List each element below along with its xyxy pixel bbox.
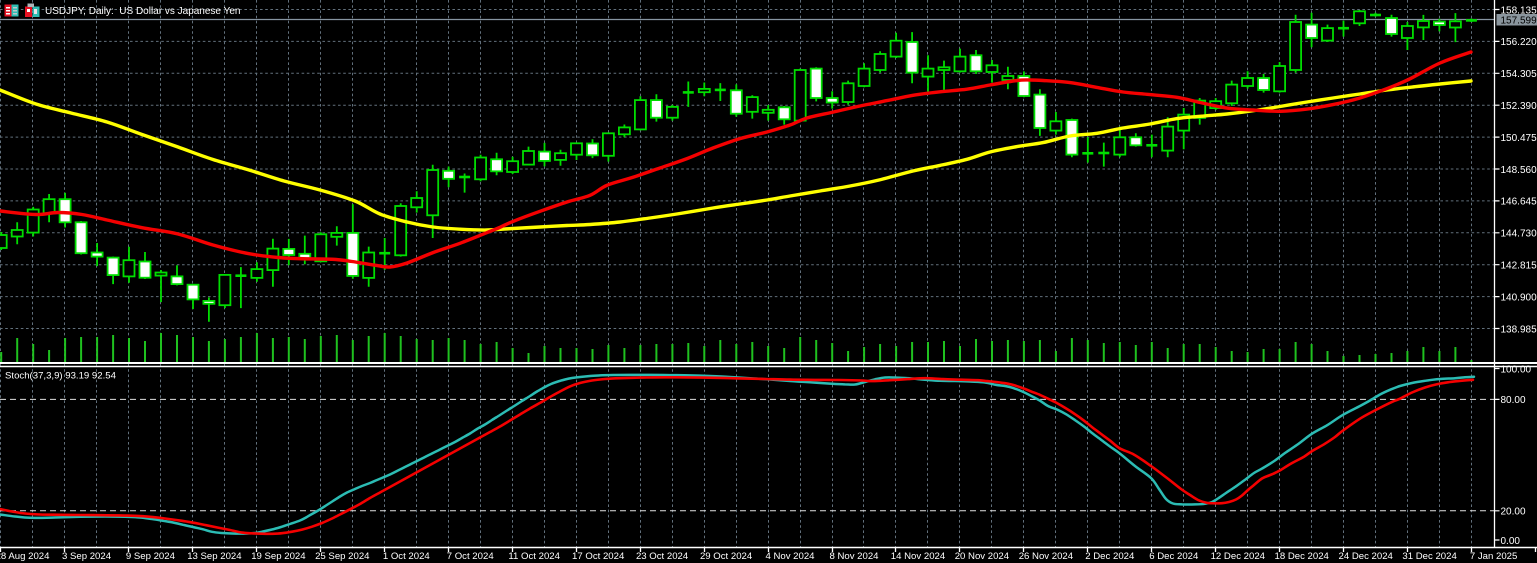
- svg-text:100.00: 100.00: [1501, 364, 1532, 375]
- svg-text:3 Sep 2024: 3 Sep 2024: [62, 551, 112, 562]
- svg-text:8 Nov 2024: 8 Nov 2024: [829, 551, 879, 562]
- svg-text:7 Oct 2024: 7 Oct 2024: [447, 551, 495, 562]
- svg-text:156.220: 156.220: [1501, 37, 1537, 48]
- svg-text:20 Nov 2024: 20 Nov 2024: [955, 551, 1010, 562]
- svg-text:11 Oct 2024: 11 Oct 2024: [508, 551, 560, 562]
- svg-text:0.00: 0.00: [1501, 536, 1521, 547]
- svg-text:24 Dec 2024: 24 Dec 2024: [1338, 551, 1393, 562]
- svg-text:7 Jan 2025: 7 Jan 2025: [1470, 551, 1517, 562]
- svg-text:152.390: 152.390: [1501, 101, 1537, 112]
- svg-text:150.475: 150.475: [1501, 133, 1537, 144]
- svg-text:12 Dec 2024: 12 Dec 2024: [1211, 551, 1266, 562]
- svg-text:17 Oct 2024: 17 Oct 2024: [572, 551, 625, 562]
- svg-text:26 Nov 2024: 26 Nov 2024: [1019, 551, 1074, 562]
- svg-text:14 Nov 2024: 14 Nov 2024: [891, 551, 946, 562]
- svg-text:Stoch(37,3,9) 93.19 92.54: Stoch(37,3,9) 93.19 92.54: [5, 370, 117, 381]
- svg-text:13 Sep 2024: 13 Sep 2024: [187, 551, 242, 562]
- svg-text:142.815: 142.815: [1501, 261, 1537, 272]
- svg-text:31 Dec 2024: 31 Dec 2024: [1402, 551, 1457, 562]
- svg-text:20.00: 20.00: [1501, 507, 1526, 518]
- svg-text:140.900: 140.900: [1501, 292, 1537, 303]
- svg-text:158.135: 158.135: [1501, 5, 1537, 16]
- svg-text:2 Dec 2024: 2 Dec 2024: [1085, 551, 1135, 562]
- svg-text:6 Dec 2024: 6 Dec 2024: [1149, 551, 1199, 562]
- svg-text:19 Sep 2024: 19 Sep 2024: [251, 551, 306, 562]
- svg-text:80.00: 80.00: [1501, 395, 1526, 406]
- svg-text:1 Oct 2024: 1 Oct 2024: [383, 551, 431, 562]
- svg-text:144.730: 144.730: [1501, 229, 1537, 240]
- svg-text:146.645: 146.645: [1501, 197, 1537, 208]
- svg-text:29 Oct 2024: 29 Oct 2024: [700, 551, 753, 562]
- svg-text:4 Nov 2024: 4 Nov 2024: [765, 551, 815, 562]
- svg-text:154.305: 154.305: [1501, 69, 1537, 80]
- svg-text:138.985: 138.985: [1501, 324, 1537, 335]
- svg-text:USDJPY, Daily: US Dollar vs J: USDJPY, Daily: US Dollar vs Japanese Yen: [45, 6, 240, 17]
- svg-text:157.599: 157.599: [1501, 16, 1537, 27]
- svg-text:23 Oct 2024: 23 Oct 2024: [636, 551, 689, 562]
- svg-text:148.560: 148.560: [1501, 165, 1537, 176]
- svg-text:25 Sep 2024: 25 Sep 2024: [315, 551, 370, 562]
- svg-text:9 Sep 2024: 9 Sep 2024: [126, 551, 176, 562]
- svg-text:28 Aug 2024: 28 Aug 2024: [0, 551, 50, 562]
- svg-text:18 Dec 2024: 18 Dec 2024: [1274, 551, 1329, 562]
